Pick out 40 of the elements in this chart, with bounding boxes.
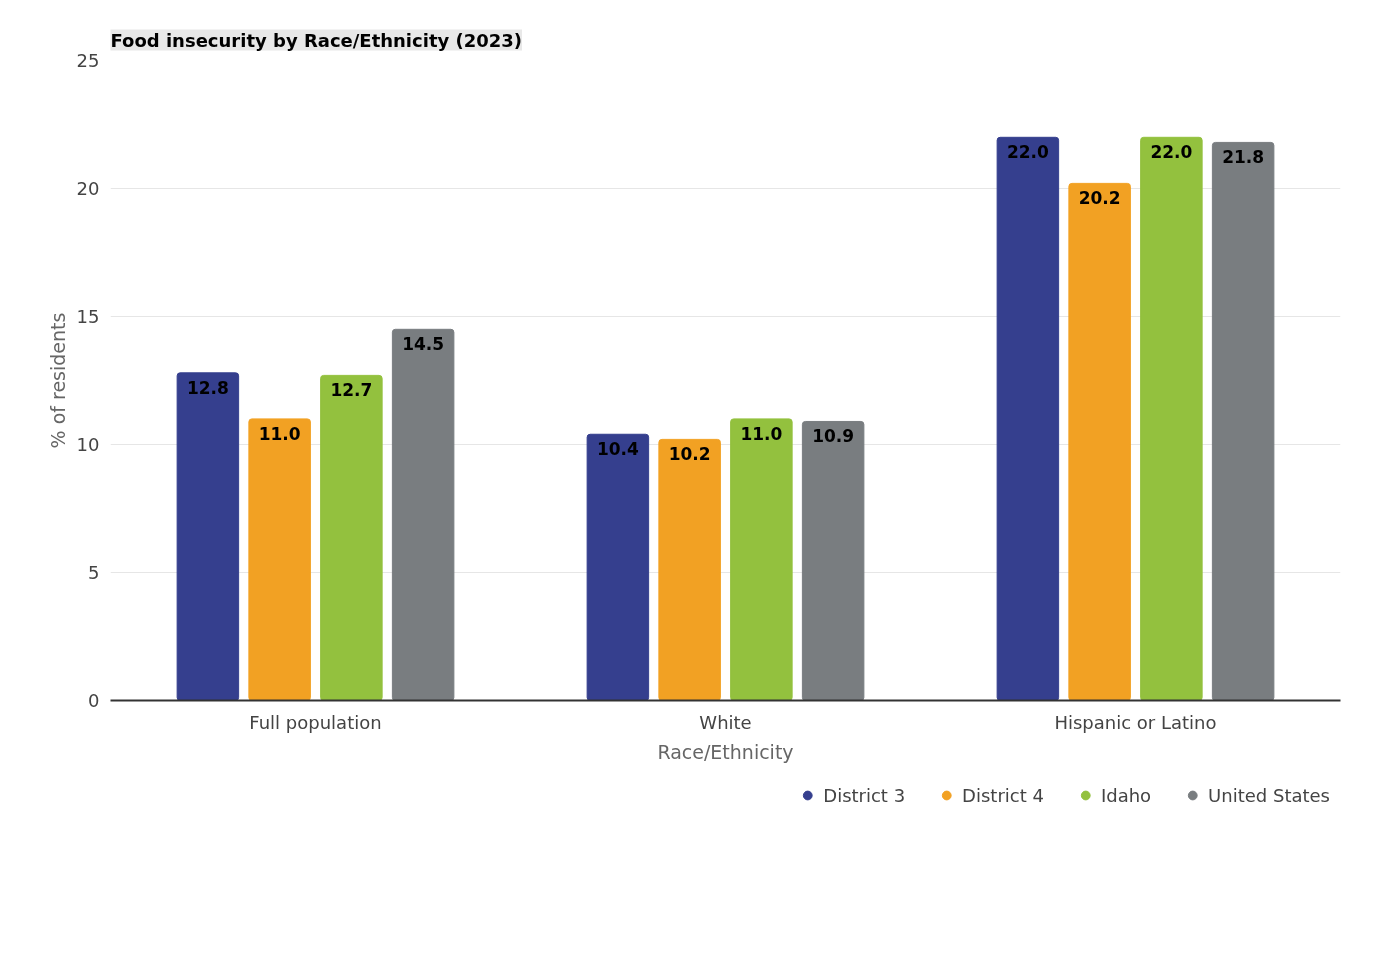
bar [1068,182,1131,701]
y-tick-label: 5 [88,562,100,583]
x-tick-label: Hispanic or Latino [1054,711,1217,733]
data-label: 10.2 [668,444,711,465]
y-tick-label: 15 [76,306,100,327]
legend-label: United States [1208,784,1330,806]
bar [996,136,1060,701]
data-label: 12.7 [330,380,373,401]
data-label: 22.0 [1150,142,1193,163]
bar [801,420,865,701]
data-label: 14.5 [402,334,445,355]
bar [176,372,240,701]
bar [658,438,721,701]
y-axis-title: % of residents [46,312,69,449]
x-tick-label: Full population [249,711,382,733]
data-label: 20.2 [1078,188,1121,209]
bar [586,433,650,701]
bar [391,328,455,701]
chart-title: Food insecurity by Race/Ethnicity (2023) [110,29,523,51]
data-label: 10.9 [812,426,855,447]
bar [1140,136,1203,701]
x-axis-title: Race/Ethnicity [657,740,794,763]
y-tick-label: 20 [76,178,100,199]
legend-label: District 3 [823,784,906,806]
x-tick-label: White [699,711,752,733]
data-label: 21.8 [1222,147,1265,168]
data-label: 11.0 [258,423,301,444]
data-label: 10.4 [596,439,640,460]
y-tick-label: 0 [88,690,100,711]
data-label: 11.0 [740,423,783,444]
y-tick-label: 10 [76,434,100,455]
legend-label: District 4 [962,784,1044,806]
bar [248,418,311,701]
y-tick-label: 25 [76,50,100,71]
data-label: 12.8 [186,377,229,398]
bar [1211,141,1275,701]
bar [320,374,383,701]
data-label: 22.0 [1006,142,1050,163]
legend-label: Idaho [1100,784,1152,806]
bar [730,418,793,701]
